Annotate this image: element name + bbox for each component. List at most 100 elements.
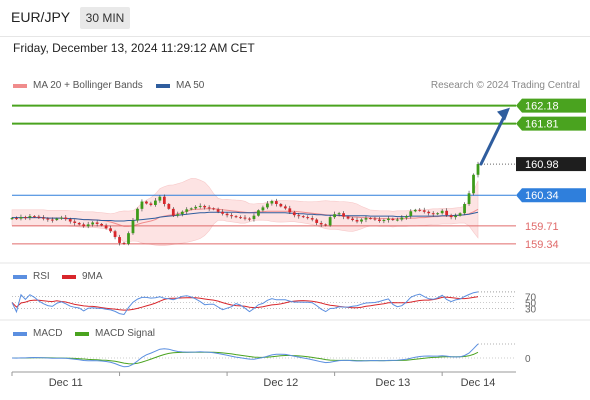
candle-body — [41, 217, 45, 219]
candle-body — [122, 242, 126, 244]
candle-body — [162, 196, 166, 204]
candle-body — [351, 218, 354, 221]
candle-body — [104, 225, 108, 229]
rsi-swatch — [13, 274, 27, 279]
candle-body — [55, 218, 59, 221]
candle-body — [68, 219, 72, 222]
candle-body — [328, 217, 332, 226]
candle-body — [292, 212, 296, 216]
legend-rsi: RSI — [13, 271, 50, 282]
candle-body — [467, 193, 471, 204]
candle-body — [324, 224, 328, 226]
candle-body — [386, 218, 390, 221]
x-axis-label: Dec 14 — [461, 377, 496, 389]
candle-body — [378, 219, 381, 222]
candle-body — [315, 219, 319, 223]
candle-body — [463, 203, 466, 214]
candle-body — [225, 213, 229, 216]
candle-body — [10, 218, 14, 220]
candle-body — [306, 217, 310, 219]
candle-body — [145, 201, 148, 204]
candle-body — [404, 216, 408, 218]
candle-body — [413, 209, 417, 212]
candle-body — [46, 218, 50, 220]
candle-body — [319, 222, 323, 225]
x-axis-label: Dec 11 — [49, 377, 83, 389]
ma20-swatch — [13, 83, 27, 88]
rsi-9ma-line — [11, 296, 479, 311]
candle-body — [391, 218, 395, 221]
candle-body — [288, 208, 292, 213]
candle-body — [279, 203, 283, 207]
candle-body — [113, 231, 117, 238]
legend-9ma: 9MA — [62, 271, 103, 282]
candle-body — [409, 211, 413, 217]
x-axis-label: Dec 12 — [263, 377, 298, 389]
rsi-line — [11, 291, 479, 316]
pivot-level-tag — [516, 188, 586, 203]
candle-body — [476, 164, 480, 175]
candle-body — [270, 201, 274, 204]
candle-body — [109, 228, 112, 232]
resistance-level-tag — [516, 98, 586, 113]
resistance-level-label: 161.81 — [525, 119, 559, 131]
candle-body — [283, 206, 287, 209]
chart-datetime: Friday, December 13, 2024 11:29:12 AM CE… — [13, 41, 255, 55]
candle-body — [176, 214, 180, 216]
candle-body — [257, 210, 260, 216]
forecast-arrow-head — [497, 107, 510, 121]
support-level-label: 159.71 — [525, 221, 559, 233]
candle-body — [355, 220, 359, 222]
support-level-label: 159.34 — [525, 239, 559, 251]
candle-body — [369, 218, 372, 220]
candle-body — [91, 222, 95, 225]
candle-body — [230, 215, 233, 217]
ma50-legend-label: MA 50 — [176, 80, 205, 91]
rsi-level-label: 50 — [525, 299, 537, 310]
candle-body — [100, 223, 104, 226]
research-credit: Research © 2024 Trading Central — [430, 80, 580, 91]
candle-body — [216, 209, 220, 212]
macd-signal-legend-label: MACD Signal — [95, 328, 156, 339]
rsi-level-label: 70 — [525, 292, 537, 303]
candle-body — [140, 201, 144, 209]
candle-body — [274, 201, 278, 204]
candle-body — [445, 210, 449, 216]
resistance-level-tag — [516, 116, 586, 131]
candle-body — [167, 203, 171, 209]
forecast-arrow — [479, 111, 508, 166]
candle-body — [261, 207, 265, 211]
candle-body — [239, 217, 242, 219]
legend-ma50: MA 50 — [156, 80, 204, 91]
pivot-level-label: 160.34 — [525, 190, 559, 202]
candle-body — [153, 200, 157, 205]
candle-body — [472, 174, 475, 194]
candle-body — [28, 216, 32, 218]
candle-body — [194, 206, 198, 209]
candle-body — [400, 217, 404, 220]
macd-line — [11, 343, 479, 368]
legend-macd: MACD — [13, 328, 62, 339]
candle-body — [59, 217, 63, 219]
candle-body — [64, 217, 68, 220]
candle-body — [436, 213, 440, 215]
candle-body — [418, 209, 422, 211]
ma20-legend-label: MA 20 + Bollinger Bands — [33, 80, 143, 91]
candle-body — [422, 210, 426, 212]
x-axis-label: Dec 13 — [375, 377, 410, 389]
candle-body — [243, 217, 247, 219]
candle-body — [180, 211, 184, 215]
candle-body — [364, 218, 368, 220]
candle-body — [427, 211, 431, 214]
candle-body — [454, 215, 457, 218]
candle-body — [171, 208, 175, 216]
candle-body — [19, 217, 23, 219]
chart-header: EUR/JPY 30 MIN — [0, 0, 590, 37]
candle-body — [24, 217, 27, 219]
candle-body — [73, 221, 77, 223]
macd-zero-label: 0 — [525, 354, 531, 365]
currency-pair-title: EUR/JPY — [11, 9, 71, 25]
timeframe-button[interactable]: 30 MIN — [80, 7, 130, 29]
candle-body — [346, 216, 350, 219]
